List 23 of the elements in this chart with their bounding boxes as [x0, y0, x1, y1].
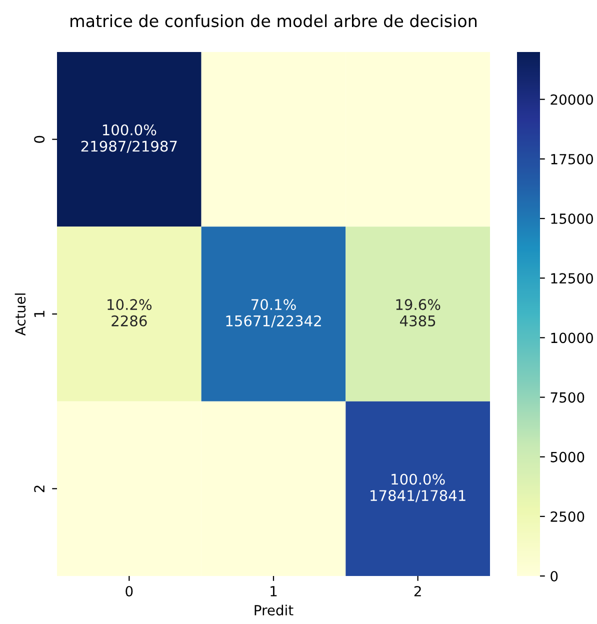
- data-label: 100.0% 17841/17841: [370, 474, 466, 502]
- x-axis-title: Predit: [254, 604, 294, 616]
- color-bar-label: 7500: [550, 392, 584, 403]
- color-bar-label: 0: [550, 570, 558, 582]
- color-bar-label: 20000: [550, 94, 593, 105]
- y-tick-label: 2: [34, 486, 44, 492]
- y-axis-title: Actuel: [14, 294, 26, 336]
- color-bar-label: 5000: [550, 452, 584, 462]
- color-bar-label: 15000: [551, 213, 593, 224]
- data-label: 10.2% 2286: [108, 299, 152, 326]
- data-label: 19.6% 4385: [396, 299, 440, 326]
- chart-title: matrice de confusion de model arbre de decision: [70, 14, 477, 28]
- x-tick-label: 1: [270, 586, 277, 596]
- color-bar-label: 12500: [551, 273, 593, 284]
- color-bar-label: 17500: [551, 154, 593, 164]
- y-tick-label: 1: [34, 310, 44, 317]
- x-tick-label: 2: [414, 586, 421, 596]
- color-bar-label: 2500: [550, 511, 584, 522]
- data-label: 70.1% 15671/22342: [226, 299, 321, 328]
- y-tick-label: 0: [34, 136, 45, 143]
- data-label: 100.0% 21987/21987: [81, 124, 177, 153]
- x-tick-label: 0: [126, 586, 133, 596]
- color-bar-label: 10000: [551, 332, 593, 344]
